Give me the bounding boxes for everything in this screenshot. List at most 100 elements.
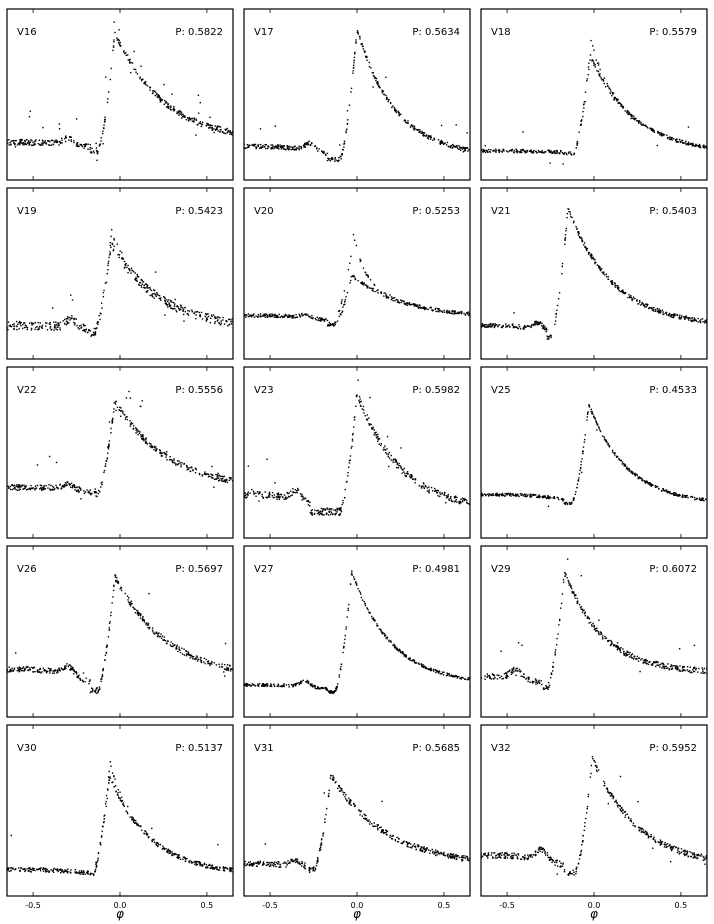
data-point [616, 642, 619, 644]
data-point [363, 284, 365, 286]
data-point [9, 488, 12, 491]
data-point [243, 143, 245, 145]
data-point [538, 151, 541, 153]
data-point [354, 53, 356, 55]
data-point [230, 323, 233, 325]
data-point [187, 117, 189, 119]
data-point [100, 678, 102, 680]
data-point [147, 290, 149, 292]
data-point [350, 255, 352, 258]
panel-frame [480, 187, 708, 360]
data-point [92, 334, 95, 337]
data-point [633, 115, 635, 117]
data-point [565, 230, 567, 232]
data-point [615, 284, 617, 287]
data-point [649, 482, 651, 484]
data-point [553, 497, 556, 500]
data-point [624, 463, 626, 466]
data-point [627, 110, 629, 113]
data-point [645, 658, 647, 661]
data-point [178, 112, 180, 115]
data-point [350, 275, 352, 278]
data-point [459, 146, 461, 148]
data-point [481, 493, 483, 496]
data-point [38, 327, 40, 329]
data-point [331, 158, 334, 161]
data-point [166, 454, 168, 456]
data-point [41, 327, 43, 330]
data-point [558, 624, 560, 626]
data-point [66, 317, 69, 320]
data-point [371, 289, 374, 292]
data-point [512, 494, 515, 497]
data-point [330, 508, 332, 510]
data-point [79, 679, 82, 681]
data-point [535, 320, 537, 322]
data-point [424, 665, 426, 668]
data-point [143, 438, 145, 440]
data-point [155, 448, 157, 450]
data-point [353, 416, 356, 419]
data-point [557, 298, 560, 300]
data-point [174, 298, 176, 301]
data-point [566, 212, 569, 215]
data-point [394, 645, 396, 647]
data-point [604, 438, 606, 440]
data-point [255, 492, 257, 494]
data-point [266, 496, 268, 498]
data-point [278, 496, 281, 499]
data-point [485, 326, 488, 328]
data-point [226, 132, 228, 134]
data-point [204, 662, 206, 665]
data-point [73, 669, 75, 671]
data-point [344, 300, 346, 303]
data-point [214, 125, 216, 127]
data-point [489, 151, 491, 153]
data-point [542, 326, 545, 328]
data-point [126, 595, 129, 597]
data-point [217, 319, 219, 321]
data-point [265, 683, 267, 685]
data-point [413, 129, 415, 131]
data-point [205, 124, 207, 127]
data-point [335, 686, 338, 688]
data-point [7, 321, 10, 323]
data-points [6, 21, 234, 162]
data-point [574, 597, 576, 599]
data-point [161, 635, 164, 637]
data-point [137, 610, 139, 612]
data-point [246, 685, 248, 687]
data-point [245, 684, 248, 686]
data-point [34, 328, 36, 331]
data-point [271, 147, 273, 150]
data-point [39, 322, 41, 324]
data-point [679, 141, 682, 144]
data-point [300, 682, 302, 684]
data-point [72, 673, 75, 675]
data-point [179, 308, 181, 310]
data-point [398, 302, 401, 304]
data-point [106, 644, 108, 646]
data-point [626, 650, 628, 653]
data-point [257, 144, 259, 146]
data-point [118, 43, 121, 45]
data-point [294, 491, 297, 494]
data-point [209, 321, 212, 324]
data-point [243, 314, 246, 317]
data-point [176, 647, 178, 650]
data-point [679, 665, 681, 667]
data-point [650, 308, 653, 310]
data-point [462, 151, 465, 153]
data-point [351, 440, 354, 442]
data-point [23, 326, 26, 329]
data-point [562, 152, 564, 155]
data-point [51, 307, 54, 309]
data-point [669, 665, 672, 668]
data-point [374, 432, 376, 434]
data-point [358, 395, 361, 398]
data-point [262, 315, 265, 317]
data-point [56, 141, 59, 143]
data-point [527, 494, 529, 496]
data-point [169, 305, 172, 307]
data-point [270, 144, 272, 146]
